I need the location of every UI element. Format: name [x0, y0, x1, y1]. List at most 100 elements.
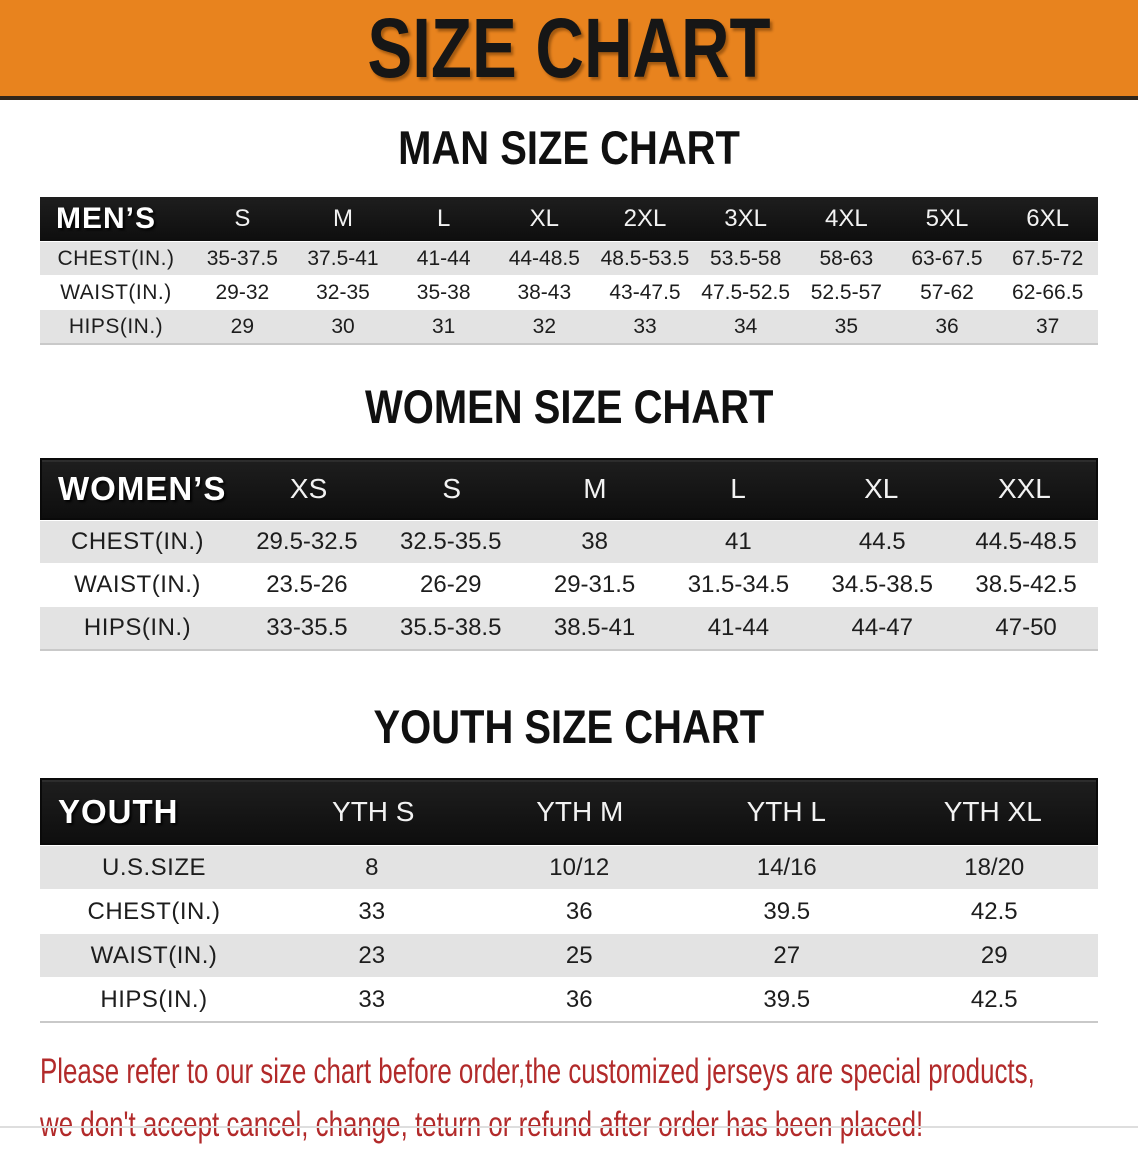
- mens-table-body: CHEST(IN.) 35-37.5 37.5-41 41-44 44-48.5 48.5…: [40, 241, 1098, 343]
- size-value: 58-63: [819, 246, 874, 270]
- table-row: WAIST(IN.) 23 25 27 29: [40, 933, 1098, 977]
- size-value: 23: [358, 941, 386, 969]
- size-value: 41-44: [707, 614, 770, 641]
- womens-table-body: CHEST(IN.) 29.5-32.5 32.5-35.5 38 41 44.5 44.5…: [40, 520, 1098, 649]
- table-row: CHEST(IN.) 33 36 39.5 42.5: [40, 889, 1098, 933]
- size-column-header: XL: [529, 205, 559, 232]
- size-value: 37.5-41: [307, 246, 379, 270]
- size-value: 44.5-48.5: [975, 528, 1077, 555]
- size-value: 41-44: [416, 246, 471, 270]
- order-disclaimer: Please refer to our size chart before or…: [40, 1049, 1098, 1155]
- size-value: 44-47: [851, 614, 913, 641]
- size-column-header: M: [332, 205, 353, 232]
- size-column-header: XS: [289, 473, 328, 504]
- size-column-header: S: [234, 205, 251, 232]
- table-row: HIPS(IN.) 33-35.5 35.5-38.5 38.5-41 41-44 44-…: [40, 606, 1098, 649]
- youth-size-table: YOUTH YTH S YTH M YTH L YTH XL U.S.SIZE 8 10/1…: [40, 778, 1098, 1023]
- women-size-chart-section: WOMEN SIZE CHART WOMEN’S XS S M L XL XXL CHEST…: [0, 381, 1138, 651]
- size-value: 36: [565, 985, 593, 1013]
- size-value: 35.5-38.5: [400, 614, 502, 641]
- womens-size-table: WOMEN’S XS S M L XL XXL CHEST(IN.) 29.5-32.5 32.…: [40, 458, 1098, 651]
- size-value: 38.5-42.5: [975, 571, 1077, 598]
- size-value: 8: [365, 853, 379, 881]
- table-header-label: YOUTH: [58, 792, 179, 830]
- size-column-header: 5XL: [925, 205, 969, 232]
- size-value: 34.5-38.5: [831, 571, 933, 598]
- womens-table-header-row: WOMEN’S XS S M L XL XXL: [40, 458, 1098, 520]
- size-value: 10/12: [549, 853, 610, 881]
- size-value: 18/20: [964, 853, 1025, 881]
- section-heading-wrap: MAN SIZE CHART: [0, 122, 1138, 183]
- table-row: WAIST(IN.) 29-32 32-35 35-38 38-43 43-47.5 47.…: [40, 275, 1098, 309]
- size-value: 29.5-32.5: [256, 528, 358, 555]
- size-chart-banner-title: SIZE CHART: [367, 0, 771, 95]
- size-column-header: L: [436, 205, 451, 232]
- size-column-header: 3XL: [724, 205, 767, 232]
- youth-size-chart-section: YOUTH SIZE CHART YOUTH YTH S YTH M YTH L YTH…: [0, 701, 1138, 1023]
- row-label: WAIST(IN.): [74, 571, 201, 598]
- size-column-header: YTH S: [332, 795, 415, 827]
- size-value: 33-35.5: [266, 614, 348, 641]
- size-value: 29: [230, 314, 254, 338]
- size-value: 27: [773, 941, 801, 969]
- row-label: HIPS(IN.): [68, 314, 164, 338]
- size-value: 29-31.5: [553, 571, 636, 598]
- disclaimer-line-2: we don't accept cancel, change, teturn o…: [40, 1105, 924, 1144]
- size-value: 35: [834, 314, 858, 338]
- size-value: 34: [733, 314, 758, 338]
- size-value: 31: [431, 314, 456, 338]
- size-value: 53.5-58: [710, 246, 782, 270]
- size-value: 63-67.5: [911, 246, 983, 270]
- man-size-chart-heading: MAN SIZE CHART: [398, 121, 740, 174]
- table-row: HIPS(IN.) 33 36 39.5 42.5: [40, 977, 1098, 1021]
- size-value: 36: [565, 897, 593, 925]
- row-label: WAIST(IN.): [60, 280, 172, 304]
- size-column-header: YTH L: [746, 795, 826, 827]
- row-label: WAIST(IN.): [90, 941, 218, 969]
- youth-table-header-row: YOUTH YTH S YTH M YTH L YTH XL: [40, 778, 1098, 845]
- size-column-header: 6XL: [1026, 205, 1069, 232]
- women-size-chart-heading: WOMEN SIZE CHART: [364, 380, 774, 433]
- size-value: 26-29: [420, 571, 482, 598]
- size-value: 39.5: [763, 897, 811, 925]
- size-value: 39.5: [763, 985, 811, 1013]
- size-value: 25: [565, 941, 593, 969]
- row-label: CHEST(IN.): [57, 246, 175, 270]
- size-column-header: L: [730, 473, 746, 504]
- table-row: CHEST(IN.) 29.5-32.5 32.5-35.5 38 41 44.5 44.5…: [40, 520, 1098, 563]
- size-value: 33: [358, 897, 386, 925]
- size-value: 32-35: [316, 280, 370, 304]
- size-value: 38-43: [517, 280, 572, 304]
- size-value: 38: [581, 528, 608, 555]
- size-value: 48.5-53.5: [600, 246, 690, 270]
- table-row: U.S.SIZE 8 10/12 14/16 18/20: [40, 845, 1098, 889]
- row-label: HIPS(IN.): [83, 614, 192, 641]
- size-value: 36: [935, 314, 959, 338]
- size-value: 43-47.5: [609, 280, 681, 304]
- row-label: CHEST(IN.): [71, 528, 204, 555]
- table-row: HIPS(IN.) 29 30 31 32 33 34 35 36 37: [40, 309, 1098, 343]
- size-value: 41: [725, 528, 752, 555]
- size-value: 62-66.5: [1012, 280, 1084, 304]
- size-value: 37: [1035, 314, 1060, 338]
- table-header-label: WOMEN’S: [58, 470, 227, 507]
- size-value: 67.5-72: [1012, 246, 1084, 270]
- size-value: 35-37.5: [206, 246, 278, 270]
- table-row: WAIST(IN.) 23.5-26 26-29 29-31.5 31.5-34.5 34…: [40, 563, 1098, 606]
- size-value: 33: [633, 314, 657, 338]
- mens-size-table: MEN’S S M L XL 2XL 3XL 4XL 5XL 6XL CHEST(IN.) 35-3…: [40, 197, 1098, 345]
- size-value: 29: [980, 941, 1008, 969]
- size-column-header: YTH XL: [943, 795, 1042, 827]
- man-size-chart-section: MAN SIZE CHART MEN’S S M L XL 2XL 3XL 4XL 5XL 6XL…: [0, 122, 1138, 345]
- size-chart-banner: SIZE CHART: [0, 0, 1138, 100]
- size-value: 42.5: [970, 985, 1018, 1013]
- size-column-header: XL: [864, 473, 899, 504]
- size-value: 44-48.5: [508, 246, 580, 270]
- size-value: 42.5: [970, 897, 1018, 925]
- size-value: 32: [532, 314, 556, 338]
- size-value: 57-62: [920, 280, 974, 304]
- row-label: U.S.SIZE: [101, 853, 207, 881]
- table-row: CHEST(IN.) 35-37.5 37.5-41 41-44 44-48.5 48.5…: [40, 241, 1098, 275]
- section-heading-wrap: WOMEN SIZE CHART: [0, 381, 1138, 442]
- size-value: 31.5-34.5: [687, 571, 790, 598]
